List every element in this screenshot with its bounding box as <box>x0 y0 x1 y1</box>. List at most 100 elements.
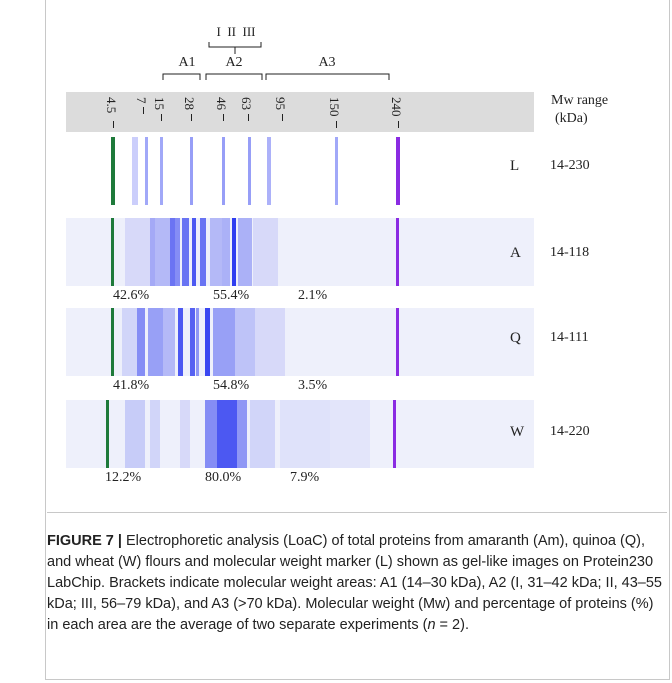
area-label-a1: A1 <box>178 55 196 70</box>
gel-band <box>163 308 175 376</box>
mw-marker-label: 240 <box>389 97 404 117</box>
gel-band <box>137 308 145 376</box>
figure-caption: FIGURE 7 | Electrophoretic analysis (Loa… <box>47 512 667 636</box>
gel-band <box>180 400 190 468</box>
gel-band <box>196 308 199 376</box>
gel-band <box>178 308 183 376</box>
area-label-a2: A2 <box>225 55 243 70</box>
gel-band <box>200 218 206 286</box>
mw-marker-label: 4.5 <box>104 97 119 114</box>
mw-marker-label: 28 <box>182 97 197 110</box>
gel-lane-ladder <box>66 137 534 205</box>
pct-a-a3: 2.1% <box>298 288 328 303</box>
gel-band <box>396 137 400 205</box>
gel-band <box>213 308 235 376</box>
area-brackets <box>162 42 390 80</box>
lane-label-a: A <box>510 245 521 261</box>
pct-q-a2: 54.8% <box>213 378 250 393</box>
pct-w-a2: 80.0% <box>205 470 242 485</box>
gel-band <box>237 400 247 468</box>
gel-band <box>190 308 195 376</box>
lane-label-l: L <box>510 158 520 174</box>
gel-band <box>160 137 163 205</box>
lane-label-q: Q <box>510 330 521 346</box>
gel-band <box>210 218 222 286</box>
mw-marker-tick <box>143 107 144 114</box>
mw-marker-label: 15 <box>152 97 167 110</box>
gel-band <box>222 218 230 286</box>
mw-marker-label: 150 <box>327 97 342 117</box>
gel-band <box>248 137 251 205</box>
mw-marker-tick <box>282 114 283 121</box>
lane-label-w: W <box>510 424 525 440</box>
figure-frame <box>45 0 670 680</box>
area-label-a3: A3 <box>318 55 336 70</box>
mw-marker-label: 95 <box>273 97 288 110</box>
mw-range-header-line1: Mw range <box>551 93 609 108</box>
gel-band <box>106 400 109 468</box>
gel-band <box>111 137 115 205</box>
gel-band <box>232 218 236 286</box>
gel-lane-quinoa <box>66 308 534 376</box>
caption-text-part2: = 2). <box>435 617 469 633</box>
mw-range-header: Mw range (kDa) <box>551 92 608 128</box>
lane-range-w: 14-220 <box>550 424 590 439</box>
gel-band <box>111 308 114 376</box>
mw-marker-tick <box>248 114 249 121</box>
gel-band <box>122 308 137 376</box>
gel-band <box>170 218 180 286</box>
gel-band <box>280 400 330 468</box>
gel-band <box>205 308 210 376</box>
mw-marker-label: 7 <box>134 97 149 104</box>
gel-lane-amaranth <box>66 218 534 286</box>
caption-figure-label: FIGURE 7 | <box>47 533 122 549</box>
lane-range-l: 14-230 <box>550 158 590 173</box>
gel-band <box>396 218 399 286</box>
gel-band <box>132 137 138 205</box>
gel-band <box>222 137 225 205</box>
gel-band <box>182 218 189 286</box>
gel-band <box>192 218 196 286</box>
gel-band <box>267 137 271 205</box>
mw-marker-tick <box>113 121 114 128</box>
mw-marker-tick <box>398 121 399 128</box>
caption-text-part1: Electrophoretic analysis (LoaC) of total… <box>47 533 662 633</box>
gel-band <box>125 218 155 286</box>
gel-band <box>250 400 275 468</box>
gel-band <box>145 137 148 205</box>
pct-w-a1: 12.2% <box>105 470 142 485</box>
gel-band <box>150 400 160 468</box>
gel-band <box>396 308 399 376</box>
gel-lane-wheat <box>66 400 534 468</box>
pct-q-a1: 41.8% <box>113 378 150 393</box>
gel-band <box>330 400 370 468</box>
mw-marker-band <box>66 92 534 132</box>
pct-a-a2: 55.4% <box>213 288 250 303</box>
gel-band <box>111 218 114 286</box>
mw-marker-tick <box>223 114 224 121</box>
gel-band <box>190 137 193 205</box>
gel-band <box>253 218 278 286</box>
gel-band <box>238 218 252 286</box>
roman-subarea-labels: I II III <box>216 24 256 39</box>
gel-band <box>235 308 255 376</box>
gel-band <box>255 308 285 376</box>
gel-band <box>217 400 237 468</box>
mw-marker-label: 63 <box>239 97 254 110</box>
lane-range-a: 14-118 <box>550 245 590 260</box>
pct-q-a3: 3.5% <box>298 378 328 393</box>
lane-range-q: 14-111 <box>550 330 589 345</box>
caption-n-italic: n <box>427 617 436 633</box>
gel-band <box>148 308 163 376</box>
mw-marker-tick <box>191 114 192 121</box>
mw-range-header-line2: (kDa) <box>555 111 588 126</box>
pct-a-a1: 42.6% <box>113 288 150 303</box>
mw-marker-tick <box>336 121 337 128</box>
pct-w-a3: 7.9% <box>290 470 320 485</box>
mw-marker-tick <box>161 114 162 121</box>
gel-band <box>393 400 396 468</box>
gel-band <box>125 400 145 468</box>
gel-band <box>335 137 338 205</box>
gel-band <box>205 400 217 468</box>
